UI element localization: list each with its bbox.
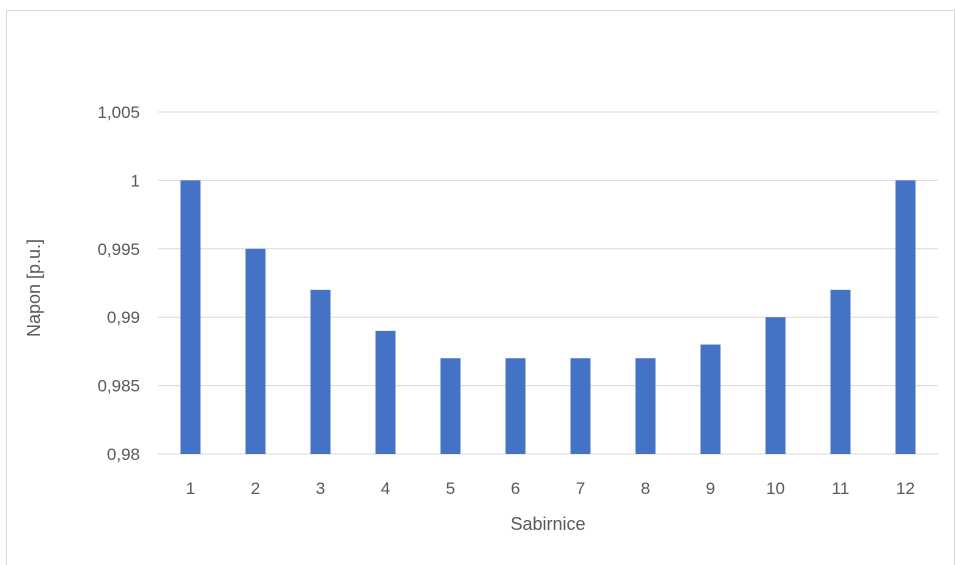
bar-10	[765, 317, 786, 454]
y-tick-label: 1,005	[97, 103, 140, 122]
x-tick-label: 3	[316, 479, 325, 498]
bar-8	[635, 358, 656, 454]
x-axis-title: Sabirnice	[510, 514, 585, 534]
gridlines	[158, 111, 938, 455]
x-tick-label: 6	[511, 479, 520, 498]
y-tick-labels: 0,98 0,985 0,99 0,995 1 1,005	[97, 103, 140, 464]
bar-11	[830, 289, 851, 454]
bars	[180, 180, 916, 454]
y-tick-label: 0,995	[97, 240, 140, 259]
x-tick-label: 8	[641, 479, 650, 498]
y-tick-label: 1	[131, 171, 140, 190]
bar-1	[180, 180, 201, 454]
x-tick-label: 9	[706, 479, 715, 498]
bar-5	[440, 358, 461, 454]
bar-12	[895, 180, 916, 454]
bar-9	[700, 344, 721, 454]
x-tick-labels: 1 2 3 4 5 6 7 8 9 10 11 12	[186, 479, 915, 498]
x-tick-label: 12	[896, 479, 915, 498]
bar-2	[245, 248, 266, 454]
x-tick-label: 1	[186, 479, 195, 498]
y-tick-label: 0,985	[97, 377, 140, 396]
x-tick-label: 2	[251, 479, 260, 498]
bar-3	[310, 289, 331, 454]
y-tick-label: 0,98	[107, 445, 140, 464]
bar-7	[570, 358, 591, 454]
y-tick-label: 0,99	[107, 308, 140, 327]
x-tick-label: 11	[832, 479, 850, 498]
x-tick-label: 4	[381, 479, 390, 498]
x-tick-label: 10	[766, 479, 785, 498]
bar-6	[505, 358, 526, 454]
y-axis-title: Napon [p.u.]	[24, 239, 44, 337]
chart-frame	[6, 10, 955, 565]
bar-4	[375, 330, 396, 454]
x-tick-label: 7	[576, 479, 585, 498]
x-tick-label: 5	[446, 479, 455, 498]
